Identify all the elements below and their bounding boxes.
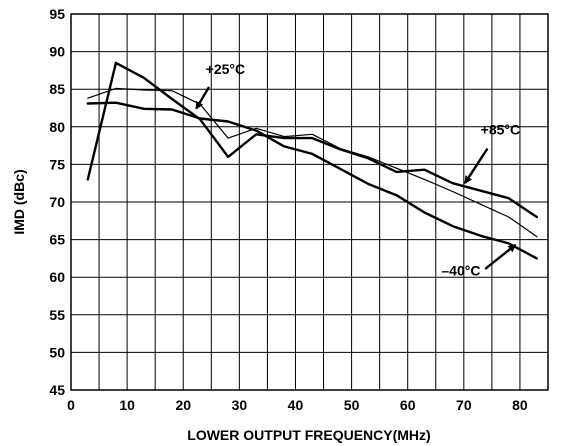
y-axis-label: IMD (dBc) xyxy=(11,169,27,234)
y-tick-label: 50 xyxy=(49,344,65,360)
annotation-arrow xyxy=(463,147,489,185)
annotation-label: +25°C xyxy=(206,61,245,77)
x-tick-label: 80 xyxy=(512,397,528,413)
y-tick-labels: 45 50 55 60 65 70 75 80 85 90 95 xyxy=(49,6,65,398)
y-tick-label: 70 xyxy=(49,194,65,210)
plot-frame xyxy=(70,13,549,391)
y-tick-label: 90 xyxy=(49,44,65,60)
series-line-0 xyxy=(86,61,538,219)
annotation-arrow xyxy=(484,243,517,270)
x-tick-label: 30 xyxy=(232,397,248,413)
y-tick-label: 65 xyxy=(49,232,65,248)
x-tick-label: 70 xyxy=(456,397,472,413)
series-line-1 xyxy=(87,87,538,238)
series-lines xyxy=(86,61,538,260)
series-line-2 xyxy=(86,101,538,260)
x-tick-label: 60 xyxy=(400,397,416,413)
y-tick-label: 55 xyxy=(49,307,65,323)
x-tick-labels: 0 10 20 30 40 50 60 70 80 xyxy=(67,397,528,413)
annotations: +25°C +85°C –40°C xyxy=(195,61,520,279)
y-tick-label: 95 xyxy=(49,6,65,22)
x-tick-label: 10 xyxy=(119,397,135,413)
annotation-label: –40°C xyxy=(441,263,480,279)
y-tick-label: 45 xyxy=(49,382,65,398)
y-tick-label: 85 xyxy=(49,81,65,97)
x-tick-label: 0 xyxy=(67,397,75,413)
x-tick-label: 20 xyxy=(175,397,191,413)
y-tick-label: 80 xyxy=(49,119,65,135)
annotation-arrow xyxy=(195,86,211,110)
y-tick-label: 60 xyxy=(49,269,65,285)
x-axis-label: LOWER OUTPUT FREQUENCY(MHz) xyxy=(187,427,430,443)
x-tick-label: 40 xyxy=(288,397,304,413)
annotation-label: +85°C xyxy=(481,121,520,137)
x-tick-label: 50 xyxy=(344,397,360,413)
y-tick-label: 75 xyxy=(49,156,65,172)
